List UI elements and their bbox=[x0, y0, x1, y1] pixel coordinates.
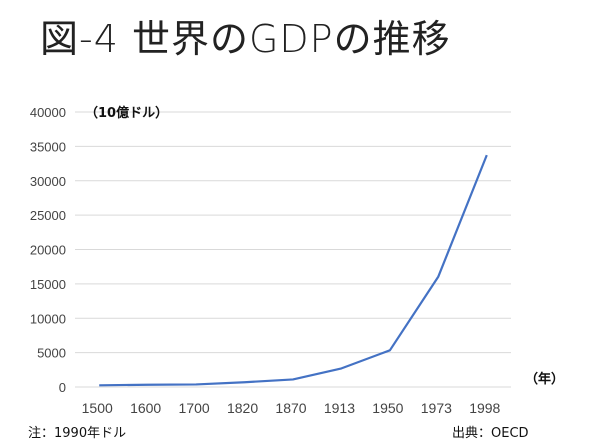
y-tick-label: 5000 bbox=[37, 346, 66, 361]
x-tick-label: 1913 bbox=[324, 400, 355, 416]
y-tick-label: 20000 bbox=[30, 243, 66, 258]
x-axis-label: （年） bbox=[525, 371, 564, 387]
footnote: 注：1990年ドル bbox=[28, 422, 126, 441]
y-tick-label: 35000 bbox=[30, 139, 66, 154]
y-tick-label: 15000 bbox=[30, 277, 66, 292]
x-tick-label: 1998 bbox=[469, 400, 500, 416]
x-tick-label: 1973 bbox=[421, 400, 452, 416]
x-tick-label: 1820 bbox=[227, 400, 258, 416]
source-note: 出典：OECD bbox=[452, 422, 529, 441]
x-tick-label: 1700 bbox=[179, 400, 210, 416]
y-tick-label: 40000 bbox=[30, 105, 66, 120]
x-tick-label: 1600 bbox=[130, 400, 161, 416]
x-tick-label: 1500 bbox=[82, 400, 113, 416]
series-line bbox=[99, 155, 487, 385]
y-tick-label: 25000 bbox=[30, 208, 66, 223]
y-tick-label: 30000 bbox=[30, 174, 66, 189]
y-tick-label: 10000 bbox=[30, 311, 66, 326]
x-tick-label: 1950 bbox=[372, 400, 403, 416]
y-tick-label: 0 bbox=[59, 380, 66, 395]
y-axis-label: （10億ドル） bbox=[85, 105, 168, 121]
x-tick-label: 1870 bbox=[275, 400, 306, 416]
